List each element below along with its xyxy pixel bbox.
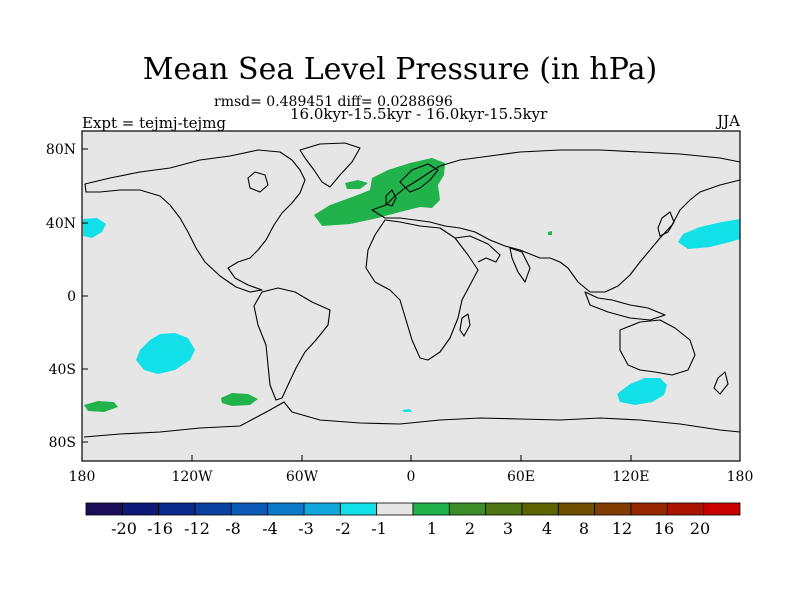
y-axis-labels: 80N 40N 0 40S 80S: [46, 142, 76, 451]
y-tick-label: 0: [67, 289, 76, 305]
anomaly-southeast-pacific-positive: [221, 393, 258, 406]
colorbar-swatch: [521, 502, 559, 516]
anomaly-small-negative: [402, 409, 412, 412]
anomaly-north-pacific-east-negative: [83, 218, 106, 238]
colorbar-swatch: [303, 502, 341, 516]
coast-madagascar: [459, 313, 471, 337]
anomaly-indian-ocean-negative: [617, 378, 667, 405]
coast-north-america: [84, 149, 306, 293]
coast-japan: [657, 211, 675, 237]
x-axis-labels: 180 120W 60W 0 60E 120E 180: [69, 469, 754, 485]
x-tick-label: 60W: [286, 469, 319, 485]
colorbar-swatch: [194, 502, 232, 516]
colorbar-label: 2: [465, 519, 475, 538]
colorbar-label: -4: [262, 519, 278, 538]
colorbar-swatch: [121, 502, 160, 516]
x-tick-label: 60E: [507, 469, 535, 485]
colorbar-swatch: [339, 502, 378, 516]
colorbar-label: -1: [371, 519, 387, 538]
coast-scandinavia: [399, 163, 439, 193]
y-tick-label: 40N: [46, 216, 76, 232]
colorbar-swatch: [158, 502, 196, 516]
colorbar-swatch: [666, 502, 705, 516]
colorbar-label: 12: [612, 519, 632, 538]
coast-hudson-bay: [247, 171, 269, 193]
coast-new-zealand: [713, 371, 729, 395]
colorbar-label: -20: [111, 519, 137, 538]
anomaly-north-pacific-west-negative: [678, 219, 740, 249]
colorbar-swatch: [594, 502, 632, 516]
coast-greenland: [299, 142, 361, 188]
anomaly-south-pacific-west-positive: [84, 401, 118, 412]
stats-text: rmsd= 0.489451 diff= 0.0288696: [214, 94, 453, 110]
coastlines: [83, 142, 741, 438]
x-tick-label: 120W: [171, 469, 213, 485]
tick-marks: [81, 148, 741, 461]
x-tick-label: 180: [69, 469, 96, 485]
colorbar-swatch: [230, 502, 269, 516]
colorbar-label: 1: [427, 519, 437, 538]
season-label: JJA: [717, 112, 740, 130]
colorbar: [85, 502, 741, 516]
colorbar-labels: -20 -16 -12 -8 -4 -3 -2 -1 1 2 3 4 8 12 …: [111, 519, 710, 538]
colorbar-swatch: [630, 502, 668, 516]
coast-arabia-india: [454, 235, 531, 283]
colorbar-swatch: [448, 502, 487, 516]
colorbar-swatch: [485, 502, 523, 516]
y-tick-label: 80S: [49, 435, 76, 451]
y-tick-label: 40S: [49, 362, 76, 378]
anomaly-south-pacific-negative: [136, 333, 195, 374]
colorbar-swatch: [376, 502, 414, 516]
colorbar-label: 20: [690, 519, 710, 538]
colorbar-swatch: [267, 502, 305, 516]
coast-africa: [365, 219, 479, 361]
anomaly-small-positive: [548, 231, 552, 235]
x-tick-label: 180: [727, 469, 754, 485]
colorbar-swatch: [85, 502, 123, 516]
colorbar-label: -12: [184, 519, 210, 538]
colorbar-label: -3: [298, 519, 314, 538]
colorbar-swatch: [703, 502, 741, 516]
coast-uk: [385, 189, 397, 207]
anomaly-layer: [83, 158, 740, 412]
colorbar-swatch: [557, 502, 596, 516]
colorbar-label: -2: [335, 519, 351, 538]
x-tick-label: 120E: [613, 469, 650, 485]
anomaly-north-atlantic-positive: [314, 158, 445, 226]
plot-title: Mean Sea Level Pressure (in hPa): [142, 52, 658, 87]
colorbar-label: 3: [503, 519, 513, 538]
coast-australia: [619, 319, 696, 376]
anomaly-greenland-positive: [345, 180, 368, 189]
coast-south-america: [253, 287, 331, 401]
experiment-label: Expt = tejmj-tejmg: [82, 114, 227, 132]
colorbar-label: 4: [542, 519, 552, 538]
colorbar-label: 8: [579, 519, 589, 538]
coast-europe-asia: [371, 149, 741, 293]
colorbar-label: -8: [225, 519, 241, 538]
colorbar-label: 16: [654, 519, 674, 538]
plot-subtitle: 16.0kyr-15.5kyr - 16.0kyr-15.5kyr: [290, 105, 548, 123]
colorbar-swatch: [412, 502, 450, 516]
coast-southeast-asia: [584, 291, 666, 321]
x-tick-label: 0: [407, 469, 416, 485]
coast-antarctica: [83, 401, 741, 438]
y-tick-label: 80N: [46, 142, 76, 158]
colorbar-label: -16: [147, 519, 173, 538]
